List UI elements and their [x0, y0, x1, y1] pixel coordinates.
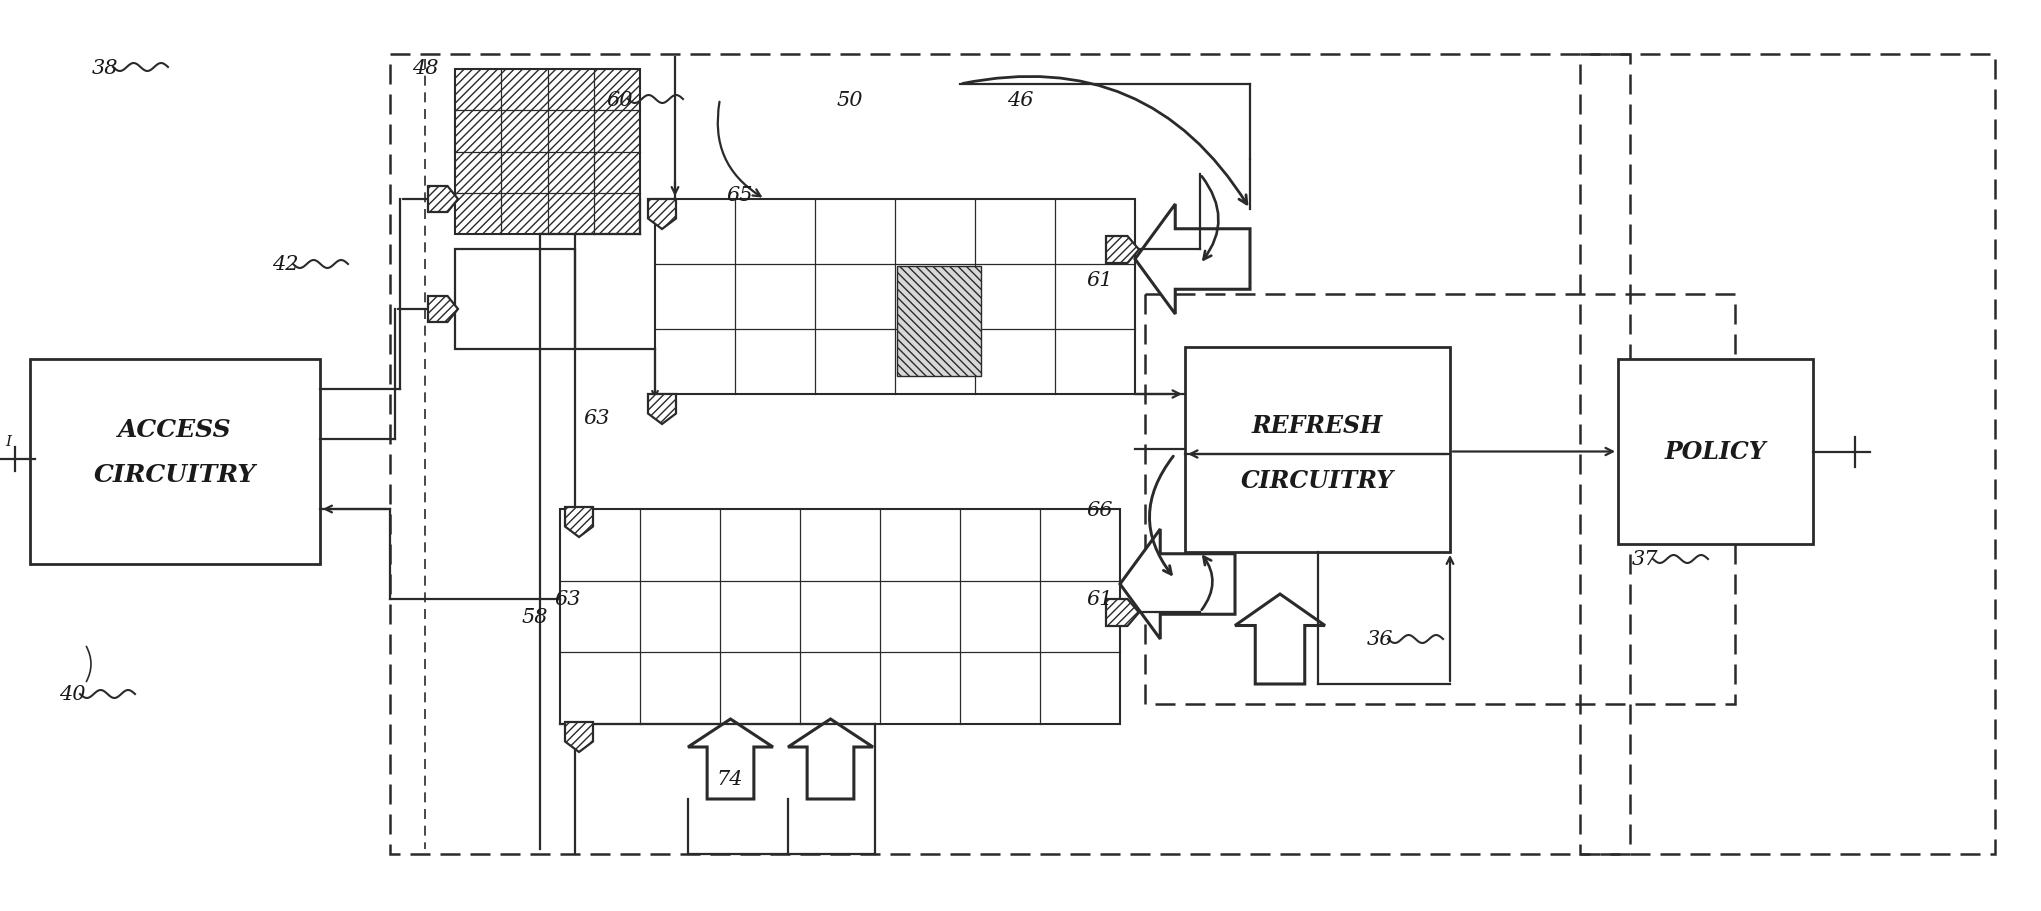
Text: 61: 61 — [1086, 589, 1112, 609]
Text: ACCESS: ACCESS — [118, 417, 233, 442]
Text: 46: 46 — [1006, 90, 1033, 109]
Bar — [31, 360, 320, 565]
Bar — [1580, 55, 1994, 855]
Text: 38: 38 — [92, 58, 118, 77]
Bar — [455, 70, 641, 235]
Text: 50: 50 — [837, 90, 863, 109]
Text: CIRCUITRY: CIRCUITRY — [94, 463, 255, 486]
Text: 48: 48 — [412, 58, 439, 77]
Bar — [390, 55, 1631, 855]
Text: POLICY: POLICY — [1665, 440, 1765, 464]
Text: 63: 63 — [584, 408, 610, 427]
Polygon shape — [647, 200, 676, 230]
Text: 63: 63 — [555, 589, 582, 609]
Bar — [1186, 348, 1449, 552]
Bar — [655, 200, 1135, 394]
Text: 66: 66 — [1086, 500, 1112, 519]
Polygon shape — [565, 507, 594, 537]
Text: 36: 36 — [1367, 630, 1394, 649]
Bar — [1145, 294, 1735, 704]
Bar — [1619, 360, 1812, 545]
Bar — [455, 250, 576, 350]
Polygon shape — [429, 187, 457, 213]
Text: 37: 37 — [1631, 550, 1657, 568]
Polygon shape — [688, 719, 774, 799]
Text: 65: 65 — [727, 185, 753, 204]
Polygon shape — [1135, 205, 1249, 314]
Text: 74: 74 — [716, 770, 743, 789]
Text: 60: 60 — [606, 90, 633, 109]
Polygon shape — [1106, 599, 1139, 627]
Text: REFRESH: REFRESH — [1251, 414, 1384, 437]
Polygon shape — [1106, 237, 1139, 263]
Text: 40: 40 — [59, 685, 86, 703]
Text: 58: 58 — [522, 608, 549, 627]
Bar — [896, 267, 982, 377]
Text: 42: 42 — [271, 255, 298, 274]
Polygon shape — [565, 722, 594, 752]
Polygon shape — [429, 297, 457, 322]
Bar — [559, 509, 1121, 724]
Text: I: I — [4, 435, 10, 448]
Polygon shape — [1121, 529, 1235, 640]
Polygon shape — [788, 719, 874, 799]
Polygon shape — [647, 394, 676, 425]
Text: CIRCUITRY: CIRCUITRY — [1241, 469, 1394, 493]
Text: 61: 61 — [1086, 271, 1112, 289]
Polygon shape — [1235, 594, 1325, 684]
